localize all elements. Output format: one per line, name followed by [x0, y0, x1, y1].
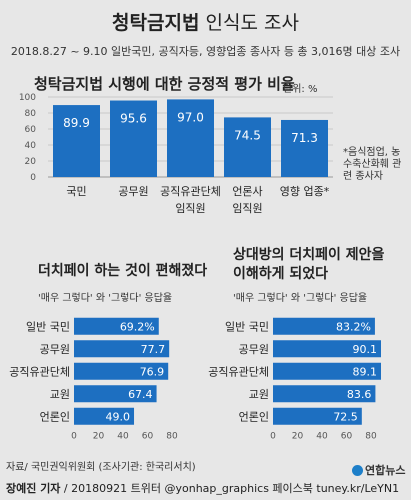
- chart2-value-label: 49.0: [106, 410, 131, 423]
- chart2-xtick-label: 60: [142, 432, 154, 442]
- chart1-category-label: 임직원: [232, 202, 262, 215]
- chart3-value-label: 90.1: [353, 343, 378, 356]
- chart3-subtitle: '매우 그렇다' 와 '그렇다' 응답율: [233, 293, 368, 304]
- chart1-ytick-label: 0: [30, 173, 36, 183]
- chart1-ytick-label: 20: [25, 157, 37, 167]
- logo-icon: [352, 465, 363, 476]
- chart1-bar: [281, 119, 328, 177]
- chart1-value-label: 97.0: [177, 110, 204, 124]
- chart3-category-label: 교원: [249, 388, 269, 401]
- chart1-category-label: 언론사: [232, 185, 262, 198]
- chart3-xtick-label: 0: [270, 432, 276, 442]
- chart2-bar: [74, 362, 169, 380]
- chart2-bar: [74, 385, 157, 403]
- chart1-category-label: 공직유관단체: [160, 185, 221, 198]
- chart3-xtick-label: 20: [292, 432, 304, 442]
- chart2-xtick-label: 80: [166, 432, 178, 442]
- chart1-category-label: 공무원: [118, 185, 148, 198]
- chart1-bar: [224, 117, 271, 177]
- main-title: 청탁금지법 인식도 조사: [112, 12, 299, 34]
- chart3-value-label: 83.2%: [336, 320, 371, 333]
- chart1-ytick-label: 60: [25, 125, 37, 135]
- chart1-value-label: 71.3: [291, 131, 318, 145]
- chart2-category-label: 공무원: [40, 343, 70, 356]
- chart2-category-label: 교원: [50, 388, 70, 401]
- chart3-bar: [273, 340, 381, 358]
- chart3-value-label: 89.1: [353, 365, 378, 378]
- source-note: 자료/ 국민권익위원회 (조사기관: 한국리서치): [6, 462, 196, 473]
- chart1-category-label: 임직원: [175, 202, 205, 215]
- chart2-category-label: 공직유관단체: [9, 365, 70, 378]
- chart3-bar: [273, 362, 381, 380]
- chart2-value-label: 77.7: [141, 343, 166, 356]
- credit-line: 장예진 기자 / 20180921 트위터 @yonhap_graphics 페…: [6, 482, 400, 495]
- chart2-xtick-label: 0: [71, 432, 77, 442]
- chart2-category-label: 언론인: [40, 410, 70, 423]
- chart3-xtick-label: 80: [365, 432, 377, 442]
- chart3-category-label: 언론인: [239, 410, 269, 423]
- chart3-bar: [273, 407, 362, 425]
- chart3-title-line1: 상대방의 더치페이 제안을: [233, 247, 385, 263]
- chart1-value-label: 89.9: [63, 116, 90, 130]
- chart2-value-label: 76.9: [140, 365, 165, 378]
- chart1-value-label: 74.5: [234, 128, 261, 142]
- chart1-footnote: *음식점업, 농수축산화훼 관련 종사자: [343, 147, 402, 182]
- chart1-unit: 단위: %: [283, 84, 318, 95]
- chart3-xtick-label: 40: [316, 432, 328, 442]
- chart3-category-label: 공직유관단체: [208, 365, 269, 378]
- chart3-xtick-label: 60: [341, 432, 353, 442]
- chart1-ytick-label: 40: [25, 141, 37, 151]
- chart1-category-label: 국민: [66, 185, 86, 198]
- chart2-bar: [74, 407, 135, 425]
- chart2-value-label: 67.4: [128, 388, 153, 401]
- chart3-category-label: 공무원: [239, 343, 269, 356]
- chart2-xtick-label: 20: [93, 432, 105, 442]
- chart1-category-label: 영향 업종*: [280, 185, 330, 198]
- chart1-bar: [110, 100, 157, 177]
- chart3-category-label: 일반 국민: [225, 319, 269, 333]
- chart1-bar: [53, 105, 100, 177]
- survey-subtitle: 2018.8.27 ~ 9.10 일반국민, 공직자등, 영향업종 종사자 등 …: [10, 45, 401, 58]
- chart2-bar: [74, 340, 170, 358]
- chart2-category-label: 일반 국민: [26, 319, 70, 333]
- chart3-value-label: 72.5: [333, 410, 358, 423]
- chart1-value-label: 95.6: [120, 112, 147, 126]
- chart2-bar: [74, 317, 159, 335]
- chart3-bar: [273, 317, 375, 335]
- chart1-ytick-label: 80: [25, 109, 37, 119]
- chart3-bar: [273, 385, 376, 403]
- yonhap-logo: 연합뉴스: [352, 462, 405, 478]
- chart2-title: 더치페이 하는 것이 편해졌다: [38, 263, 208, 279]
- chart3-value-label: 83.6: [347, 388, 372, 401]
- chart3-title-line2: 이해하게 되었다: [233, 266, 329, 282]
- chart1-bar: [167, 99, 214, 177]
- chart1-title: 청탁금지법 시행에 대한 긍정적 평가 비율: [34, 75, 295, 93]
- chart1-ytick-label: 100: [19, 93, 36, 103]
- chart2-subtitle: '매우 그렇다' 와 '그렇다' 응답율: [38, 293, 173, 304]
- chart2-value-label: 69.2%: [120, 320, 155, 333]
- chart2-xtick-label: 40: [117, 432, 129, 442]
